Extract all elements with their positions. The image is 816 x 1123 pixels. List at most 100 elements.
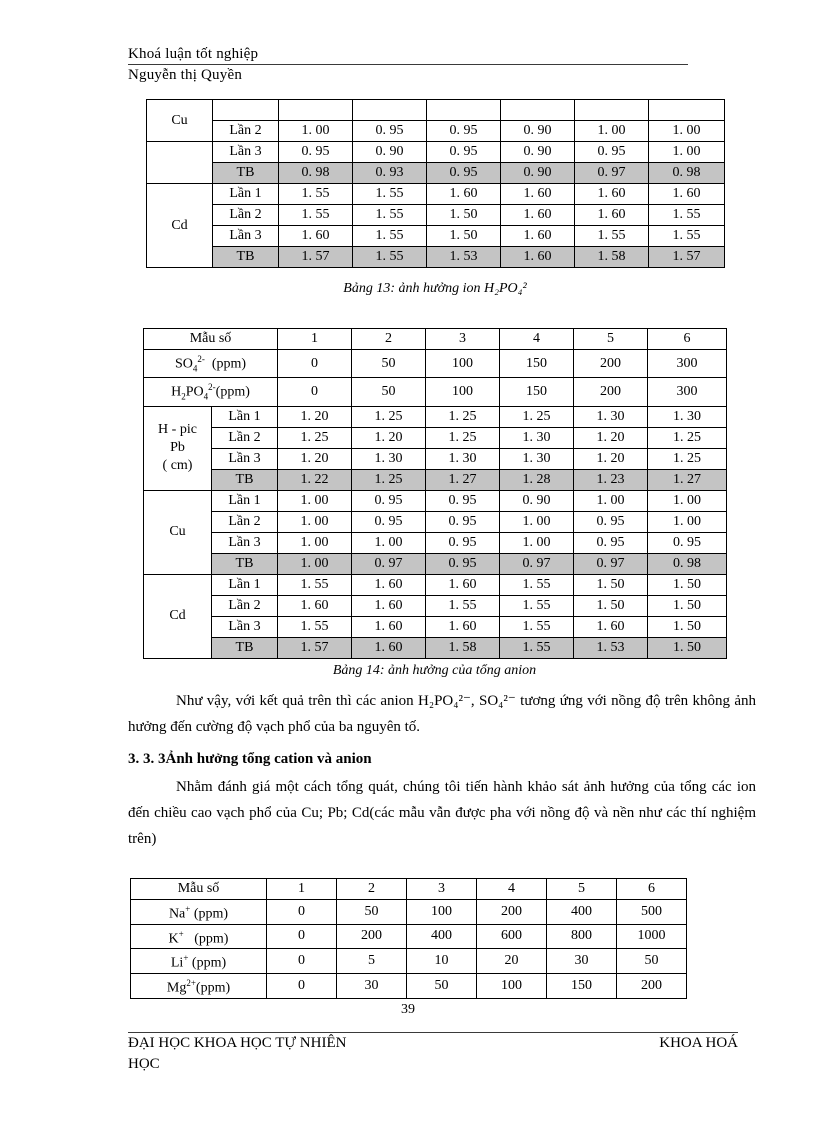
cell: 1. 60 <box>500 204 575 226</box>
cell: 1. 55 <box>352 246 427 268</box>
row-label: Lần 3 <box>211 531 278 554</box>
cell: 1. 30 <box>499 426 574 449</box>
cell: 1. 20 <box>277 447 352 470</box>
cell: 2 <box>336 878 407 900</box>
cell: 1. 55 <box>499 594 574 617</box>
cell: 1. 60 <box>500 183 575 205</box>
table-row: Lần 2 1. 00 0. 95 0. 95 1. 00 0. 95 1. 0… <box>144 510 727 533</box>
table-row: Lần 2 1. 55 1. 55 1. 50 1. 60 1. 60 1. 5… <box>147 204 725 226</box>
cell: 0 <box>277 348 352 379</box>
cell: 1 <box>277 328 352 350</box>
cell: 4 <box>476 878 547 900</box>
cell: 1. 57 <box>278 246 353 268</box>
cell <box>500 99 575 121</box>
paragraph-text: Như vậy, với kết quả trên thì các anion … <box>128 693 756 735</box>
table-row: Li+ (ppm) 0 5 10 20 30 50 <box>130 948 687 974</box>
cell: 0. 95 <box>426 120 501 142</box>
cell <box>352 99 427 121</box>
table-row: Cu <box>146 99 725 142</box>
cell: 0. 98 <box>648 162 725 184</box>
cell: 1. 55 <box>499 615 574 638</box>
cell: 1. 60 <box>574 183 649 205</box>
table-row: H2PO42-(ppm) 0 50 100 150 200 300 <box>143 377 727 407</box>
cell: 1. 60 <box>648 183 725 205</box>
cell: 1. 00 <box>351 531 426 554</box>
cell: 1. 55 <box>499 573 574 596</box>
table-row: Lần 3 1. 20 1. 30 1. 30 1. 30 1. 20 1. 2… <box>144 447 727 470</box>
group-label-line: Pb <box>170 440 185 456</box>
cell: 400 <box>546 899 617 925</box>
row-label: Lần 3 <box>212 141 279 163</box>
row-label: TB <box>211 636 278 659</box>
footer-divider <box>128 1032 738 1033</box>
footer-faculty-tail: HỌC <box>128 1056 160 1072</box>
footer-university: ĐẠI HỌC KHOA HỌC TỰ NHIÊN <box>128 1035 347 1051</box>
cell: 1. 25 <box>277 426 352 449</box>
table-row: K+ (ppm) 0 200 400 600 800 1000 <box>130 923 687 950</box>
table-row: SO42- (ppm) 0 50 100 150 200 300 <box>143 348 727 379</box>
cell: 1. 30 <box>499 447 574 470</box>
row-label: Na+ (ppm) <box>130 899 267 925</box>
cell: 1000 <box>616 923 687 950</box>
cell: 1. 30 <box>647 405 727 428</box>
cell: 1. 60 <box>426 183 501 205</box>
cell: 0. 95 <box>425 531 500 554</box>
cell: 1. 00 <box>278 120 353 142</box>
row-label: Lần 1 <box>212 183 279 205</box>
section-heading-333: 3. 3. 3Ảnh hưởng tổng cation và anion <box>128 751 372 767</box>
running-header: Khoá luận tốt nghiệp Nguyễn thị Quyền <box>128 44 688 85</box>
cell: 1. 25 <box>351 405 426 428</box>
row-label: Lần 2 <box>211 426 278 449</box>
cell: 3 <box>425 328 500 350</box>
row-label: Lần 3 <box>211 447 278 470</box>
cell: 1. 55 <box>352 204 427 226</box>
cell: 0. 95 <box>426 162 501 184</box>
cell: 1. 30 <box>351 447 426 470</box>
row-label <box>212 99 279 121</box>
cell: 1. 60 <box>277 594 352 617</box>
cell: 0. 90 <box>500 162 575 184</box>
row-label: Lần 1 <box>211 405 278 428</box>
cell: 1. 60 <box>500 225 575 247</box>
cell: 300 <box>647 377 727 407</box>
cell: 1. 55 <box>425 594 500 617</box>
cell: 1. 60 <box>573 615 648 638</box>
cell: 10 <box>406 948 477 974</box>
cell: 30 <box>546 948 617 974</box>
cell: 1. 50 <box>573 573 648 596</box>
table-13-body: Cu Lần 2 1. 00 0. 95 0. 95 0. 90 1. 00 <box>146 99 725 268</box>
cell: 1. 20 <box>351 426 426 449</box>
cell: 1. 55 <box>352 225 427 247</box>
cell: 1. 50 <box>573 594 648 617</box>
cell: 100 <box>425 377 500 407</box>
row-label: Lần 3 <box>212 225 279 247</box>
cell: 1. 58 <box>574 246 649 268</box>
cell: 1. 25 <box>425 405 500 428</box>
cell: 150 <box>546 972 617 999</box>
page-number: 39 <box>401 1002 415 1017</box>
cell <box>648 99 725 121</box>
cell: 6 <box>616 878 687 900</box>
cell: 0 <box>266 899 337 925</box>
row-group-label: Cu <box>143 489 212 575</box>
paragraph-anion-conclusion: Như vậy, với kết quả trên thì các anion … <box>128 688 756 740</box>
cell: 100 <box>476 972 547 999</box>
group-label-line: ( cm) <box>162 458 193 474</box>
cell: 0 <box>277 377 352 407</box>
cell: 5 <box>546 878 617 900</box>
cell: 1. 60 <box>351 615 426 638</box>
table-14: Mẫu số 1 2 3 4 5 6 SO42- (ppm) 0 50 100 … <box>143 328 727 659</box>
cell: 1. 55 <box>277 615 352 638</box>
cell: 1. 25 <box>499 405 574 428</box>
cell: 600 <box>476 923 547 950</box>
row-label: Mg2+(ppm) <box>130 972 267 999</box>
cell: 1. 60 <box>425 615 500 638</box>
cell: 50 <box>351 377 426 407</box>
cell: 0. 95 <box>278 141 353 163</box>
cell: 0. 90 <box>499 489 574 512</box>
cell: 0. 98 <box>278 162 353 184</box>
cell: 0. 95 <box>426 141 501 163</box>
cell: 5 <box>336 948 407 974</box>
cell: 800 <box>546 923 617 950</box>
table-row: TB 1. 22 1. 25 1. 27 1. 28 1. 23 1. 27 <box>144 468 727 491</box>
